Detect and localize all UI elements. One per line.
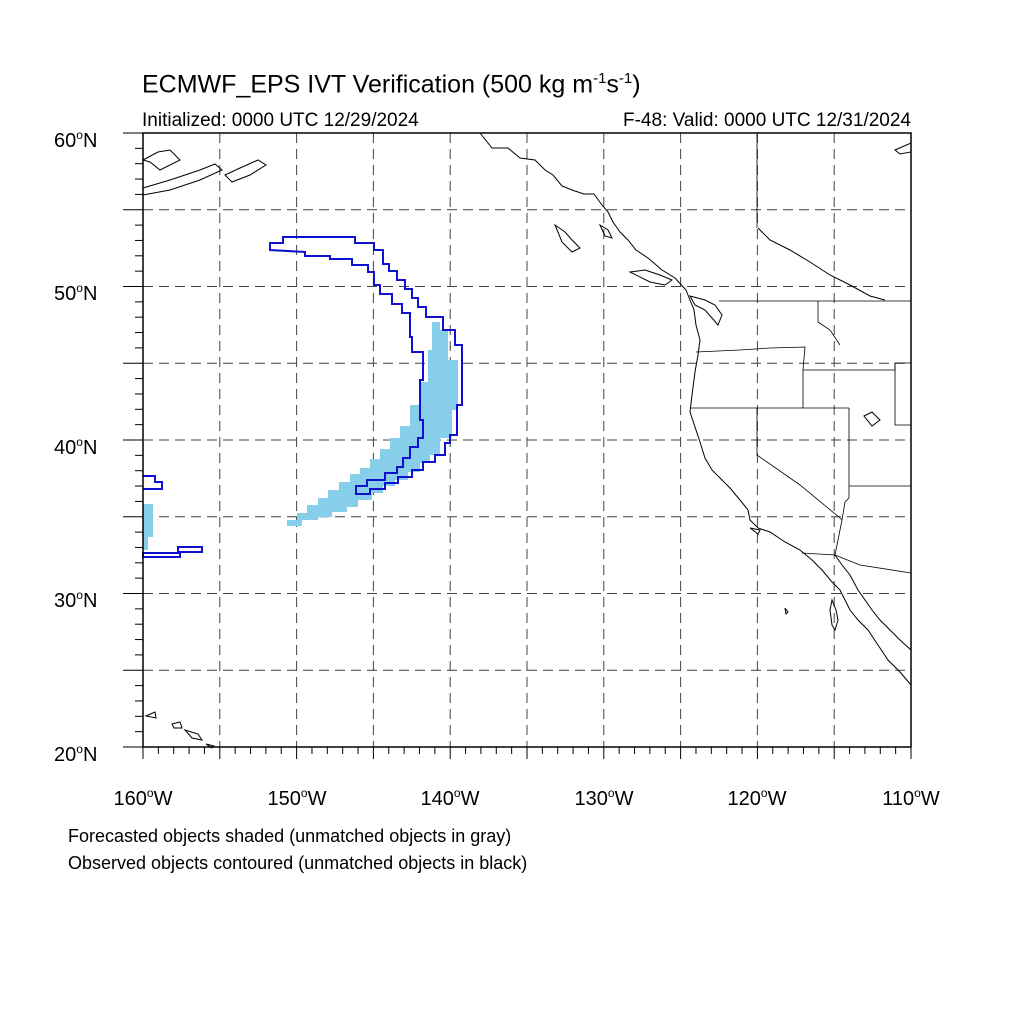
lat-label-50: 50oN	[54, 281, 97, 305]
lon-label-140: 140oW	[421, 786, 480, 810]
latitude-labels: 20oN 30oN 40oN 50oN 60oN	[54, 128, 97, 766]
borders	[690, 133, 912, 574]
map-title: ECMWF_EPS IVT Verification (500 kg m-1s-…	[142, 70, 641, 99]
lat-label-60: 60oN	[54, 128, 97, 152]
lon-label-120: 120oW	[728, 786, 787, 810]
forecast-object-main	[287, 322, 458, 526]
lon-label-110: 110oW	[882, 786, 940, 810]
minor-ticks	[123, 132, 912, 759]
lon-label-130: 130oW	[575, 786, 634, 810]
legend-note-observed: Observed objects contoured (unmatched ob…	[68, 853, 528, 873]
observed-object-main	[269, 236, 463, 495]
lon-label-150: 150oW	[268, 786, 327, 810]
lat-label-30: 30oN	[54, 588, 97, 612]
observed-object-west	[142, 475, 203, 558]
lat-label-40: 40oN	[54, 435, 97, 459]
lat-label-20: 20oN	[54, 742, 97, 766]
gridlines	[143, 133, 911, 747]
valid-time-label: F-48: Valid: 0000 UTC 12/31/2024	[623, 110, 911, 131]
initialized-label: Initialized: 0000 UTC 12/29/2024	[142, 110, 419, 131]
coastlines	[141, 132, 912, 749]
lon-label-160: 160oW	[114, 786, 173, 810]
legend-note-forecast: Forecasted objects shaded (unmatched obj…	[68, 826, 512, 846]
plot-frame	[142, 132, 912, 748]
forecast-object-west	[143, 504, 153, 550]
longitude-labels: 160oW 150oW 140oW 130oW 120oW 110oW	[114, 786, 940, 810]
